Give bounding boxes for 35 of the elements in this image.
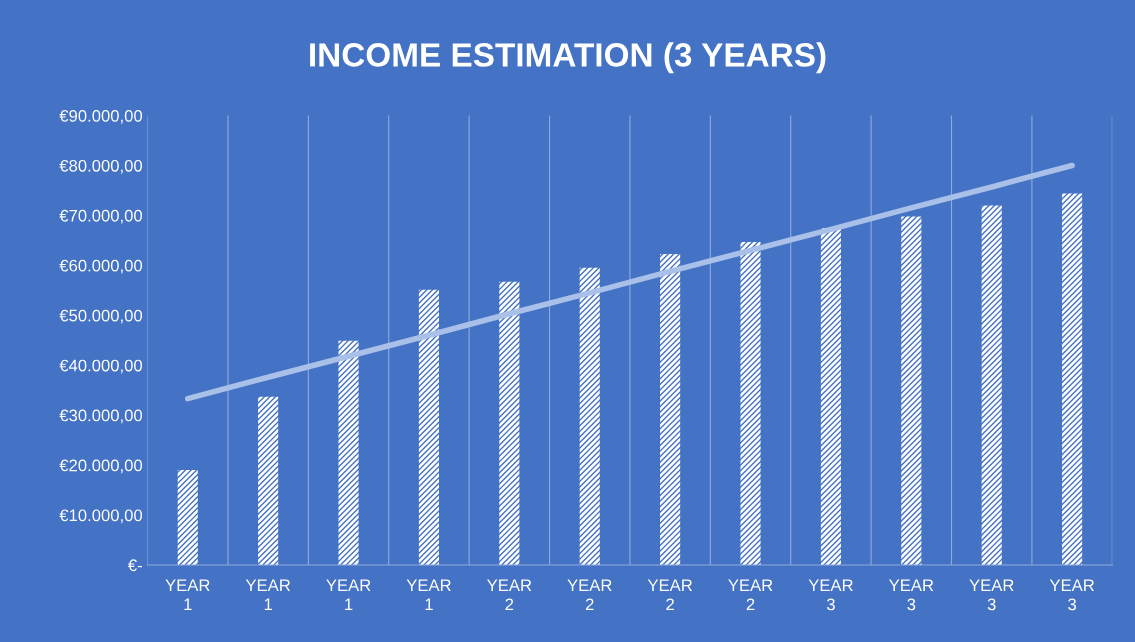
x-tick-label: YEAR 1 [326,579,371,611]
bar [660,253,681,565]
x-tick-label: YEAR 2 [728,579,773,611]
x-tick-label: YEAR 2 [567,579,612,611]
y-tick-label: €20.000,00 [59,459,143,474]
bar [1062,193,1083,565]
x-tick-label: YEAR 1 [245,579,291,611]
y-tick-label: €10.000,00 [59,509,143,524]
x-tick-label: YEAR 2 [487,579,532,611]
y-tick-label: €80.000,00 [59,159,143,174]
y-tick-label: €- [128,559,142,572]
x-tick-label: YEAR 3 [969,579,1014,611]
chart-title: INCOME ESTIMATION (3 YEARS) [310,42,826,74]
y-tick-label: €90.000,00 [59,109,143,124]
x-tick-label: YEAR 3 [888,579,934,611]
bar [338,340,359,565]
x-tick-label: YEAR 3 [808,579,853,611]
bar [418,289,439,565]
x-tick-label: YEAR 1 [165,579,210,611]
x-tick-label: YEAR 3 [1049,579,1095,611]
bar [177,470,198,565]
bar [740,241,761,565]
bar [258,396,279,565]
bar [901,216,922,565]
bar [981,205,1002,565]
x-tick-label: YEAR 1 [406,579,451,611]
bar [820,227,841,565]
bar [499,281,520,565]
y-tick-label: €30.000,00 [59,409,143,424]
y-tick-label: €60.000,00 [59,259,143,274]
bar [579,267,600,565]
x-tick-label: YEAR 2 [647,579,693,611]
y-tick-label: €50.000,00 [59,309,143,324]
y-tick-label: €70.000,00 [59,209,143,224]
y-tick-label: €40.000,00 [59,359,143,374]
